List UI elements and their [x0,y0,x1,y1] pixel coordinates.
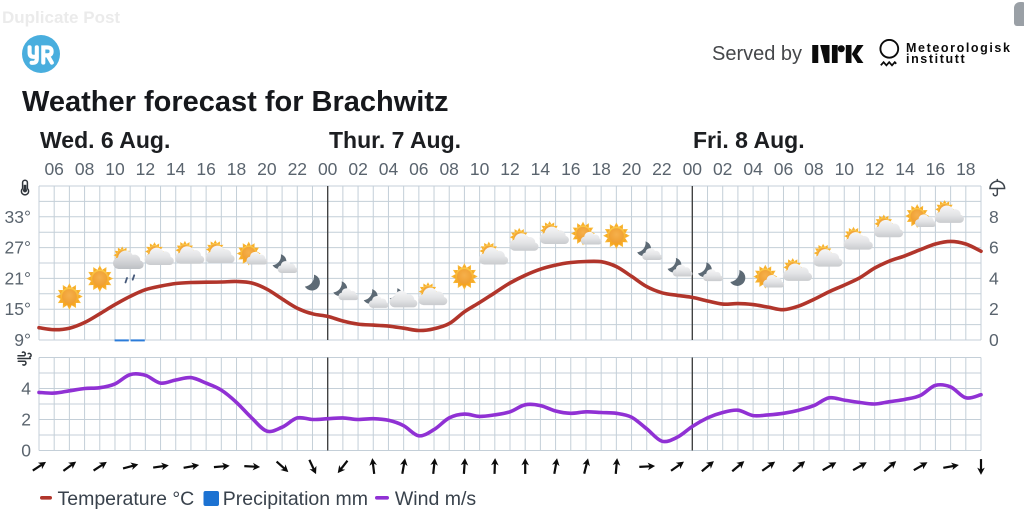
svg-text:4: 4 [989,268,999,288]
svg-text:14: 14 [895,159,915,179]
svg-text:33°: 33° [5,207,31,227]
svg-text:20: 20 [257,159,277,179]
svg-text:00: 00 [683,159,703,179]
svg-text:2: 2 [21,410,31,430]
svg-text:12: 12 [865,159,884,179]
svg-text:12: 12 [136,159,155,179]
svg-text:8: 8 [989,207,999,227]
svg-text:22: 22 [288,159,307,179]
svg-text:15°: 15° [5,299,31,319]
svg-text:Fri. 8 Aug.: Fri. 8 Aug. [693,127,805,153]
svg-text:06: 06 [409,159,428,179]
svg-text:20: 20 [622,159,642,179]
svg-text:Wind m/s: Wind m/s [395,488,477,510]
svg-text:Precipitation mm: Precipitation mm [223,488,368,510]
svg-text:10: 10 [105,159,125,179]
svg-text:04: 04 [743,159,763,179]
svg-text:18: 18 [956,159,975,179]
svg-text:4: 4 [21,379,31,399]
svg-text:10: 10 [470,159,490,179]
svg-text:6: 6 [989,238,999,258]
svg-text:08: 08 [75,159,94,179]
svg-text:27°: 27° [5,238,31,258]
svg-text:02: 02 [348,159,367,179]
svg-text:22: 22 [652,159,671,179]
svg-text:16: 16 [561,159,580,179]
svg-text:18: 18 [227,159,246,179]
svg-text:02: 02 [713,159,732,179]
svg-text:08: 08 [804,159,823,179]
svg-text:10: 10 [835,159,855,179]
svg-text:9°: 9° [14,330,31,350]
svg-text:14: 14 [166,159,186,179]
svg-text:Temperature °C: Temperature °C [58,488,195,510]
svg-text:12: 12 [500,159,519,179]
svg-text:06: 06 [44,159,63,179]
svg-text:16: 16 [926,159,945,179]
svg-text:08: 08 [439,159,458,179]
svg-text:0: 0 [21,441,31,461]
svg-text:Wed. 6 Aug.: Wed. 6 Aug. [40,127,170,153]
svg-text:Thur. 7 Aug.: Thur. 7 Aug. [329,127,461,153]
svg-text:16: 16 [196,159,215,179]
svg-text:18: 18 [591,159,610,179]
svg-text:06: 06 [774,159,793,179]
svg-text:14: 14 [531,159,551,179]
svg-text:21°: 21° [5,268,31,288]
svg-text:00: 00 [318,159,338,179]
svg-text:04: 04 [379,159,399,179]
svg-text:0: 0 [989,330,999,350]
svg-text:2: 2 [989,299,999,319]
